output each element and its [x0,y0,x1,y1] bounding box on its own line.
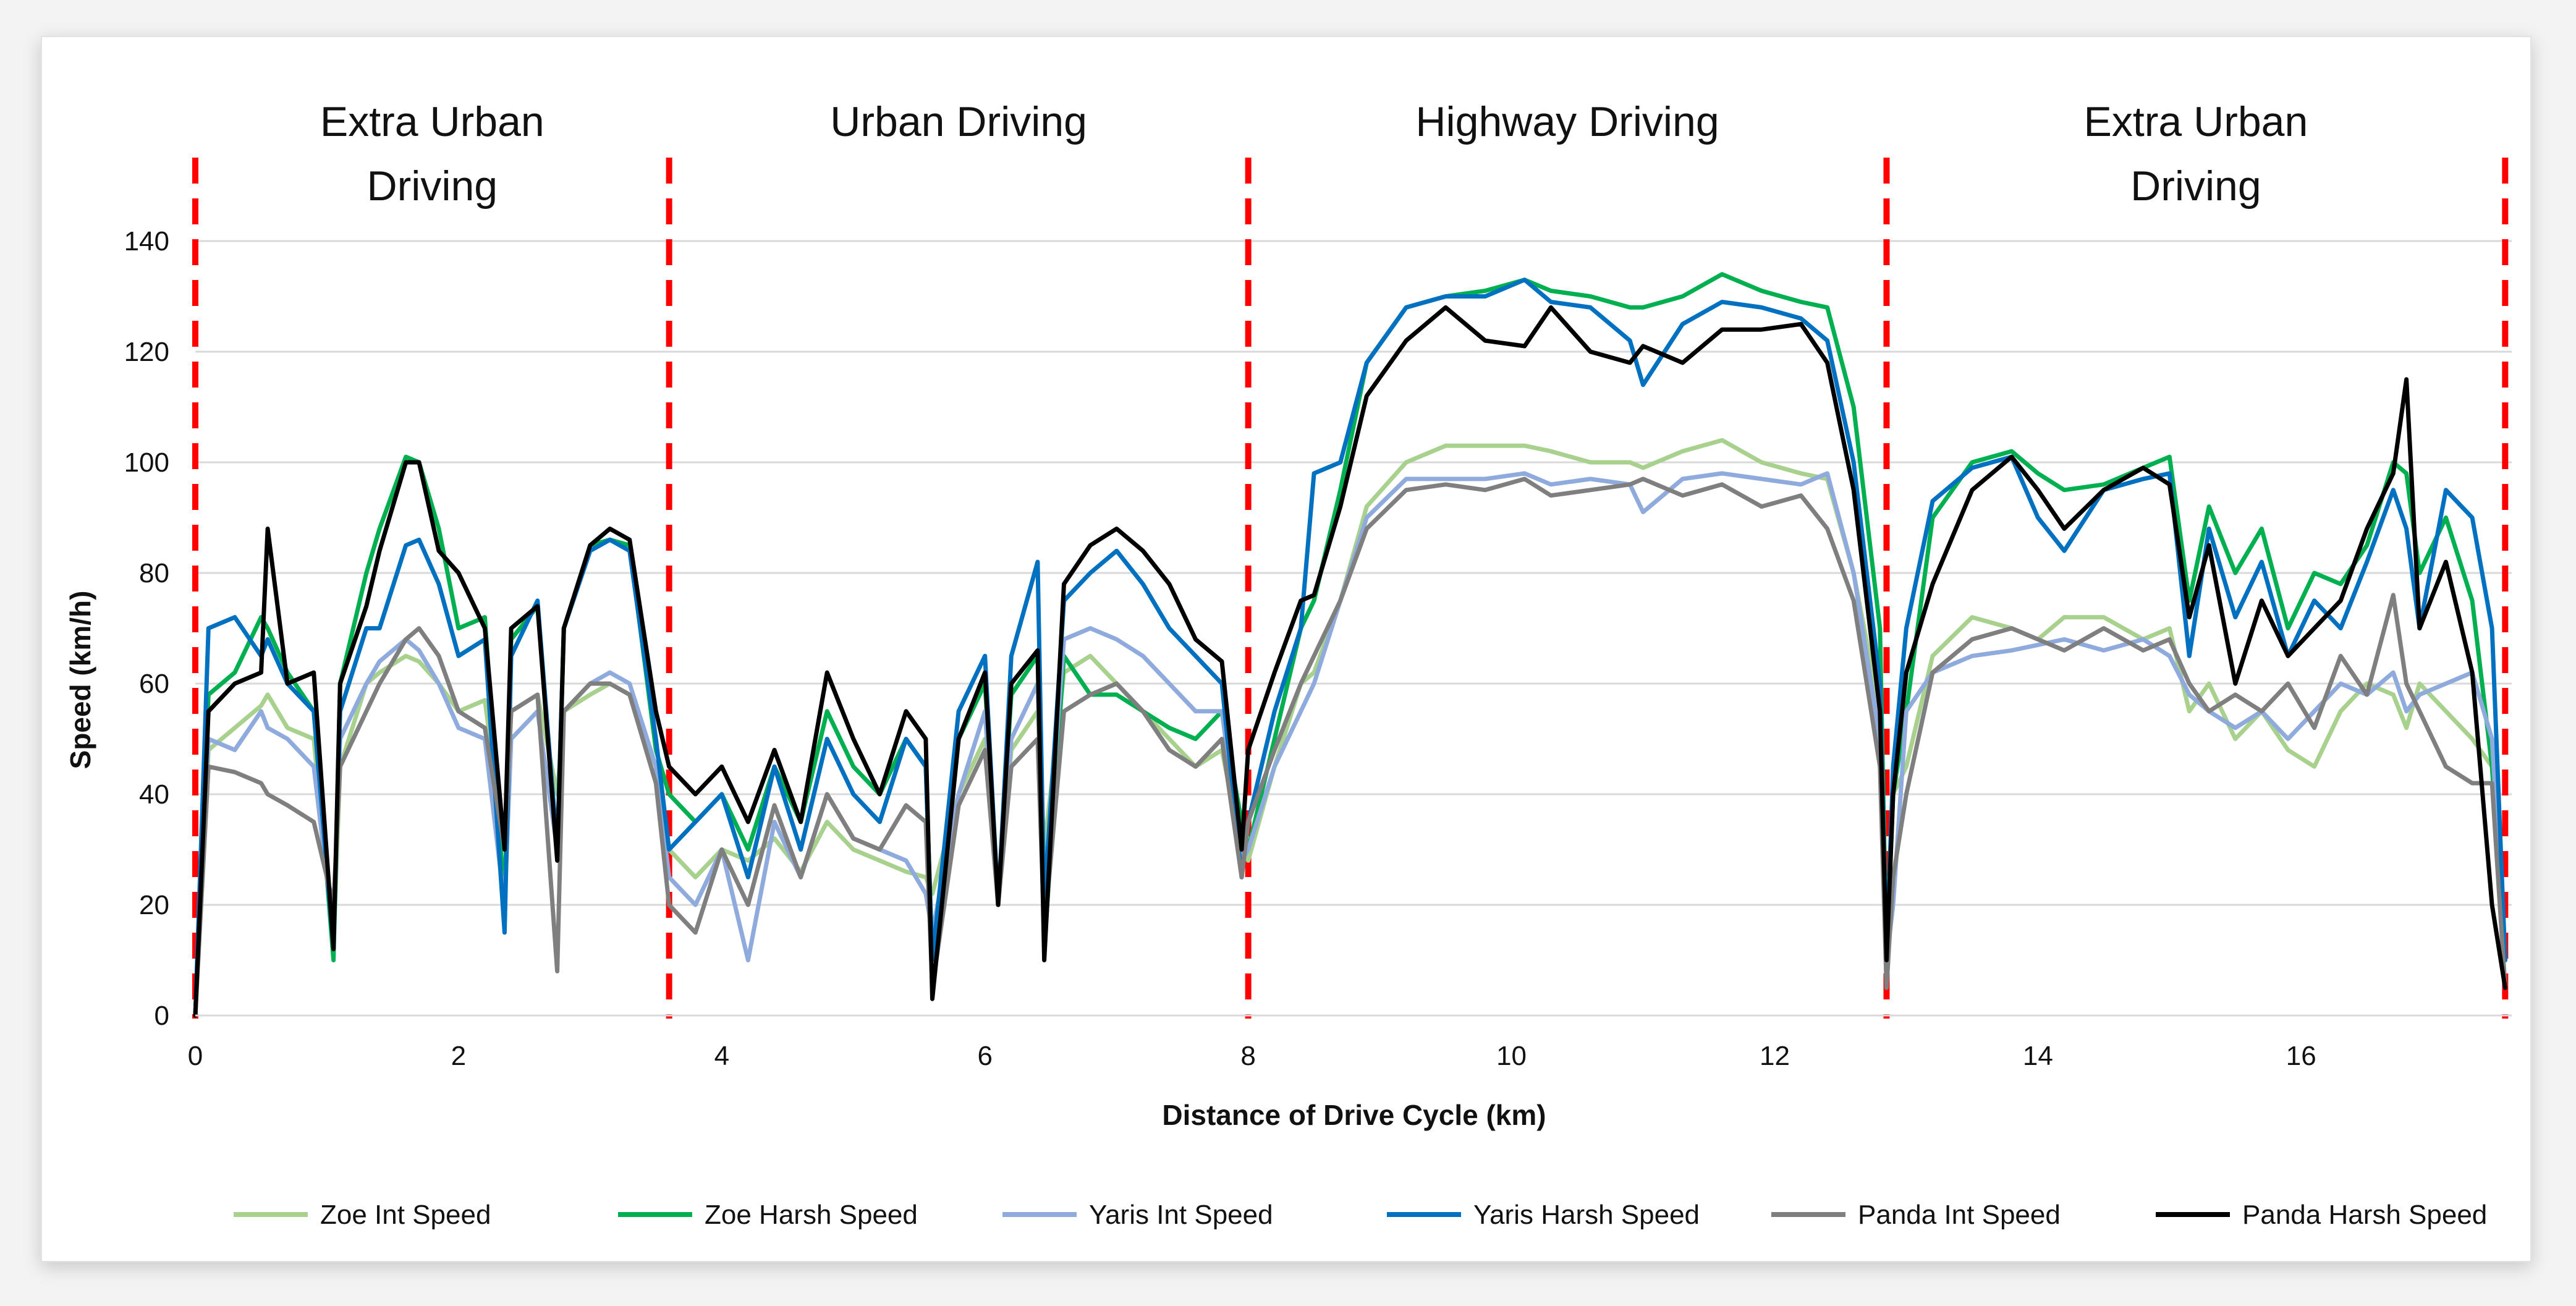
chart-card: Extra Urban Driving Urban Driving Highway D… [41,36,2532,1262]
segment-title: Extra Urban [2084,98,2308,145]
x-tick-label: 10 [1496,1041,1527,1071]
y-tick-label: 40 [139,779,169,810]
legend: Zoe Int Speed Zoe Harsh Speed Yaris Int Sp… [234,1200,2487,1230]
gridlines [195,240,2512,906]
x-axis-title: Distance of Drive Cycle (km) [1162,1099,1546,1131]
legend-label: Yaris Int Speed [1089,1200,1273,1230]
segment-title: Driving [367,163,498,210]
y-tick-label: 0 [155,1001,169,1031]
x-axis-ticks: 0 2 4 6 8 10 12 14 16 [188,1041,2316,1071]
x-tick-label: 12 [1760,1041,1790,1071]
segment-title: Extra Urban [320,98,544,145]
legend-label: Panda Harsh Speed [2242,1200,2487,1230]
legend-label: Panda Int Speed [1858,1200,2061,1230]
legend-label: Zoe Int Speed [320,1200,491,1230]
segment-title: Urban Driving [830,98,1087,145]
series-line-yaris-harsh-speed [193,278,2507,1018]
y-tick-label: 80 [139,558,169,588]
x-tick-label: 14 [2023,1041,2053,1071]
x-tick-label: 2 [451,1041,466,1071]
y-axis-title: Speed (km/h) [64,591,96,770]
segment-titles: Extra Urban Driving Urban Driving Highway D… [320,98,2308,210]
line-chart: Extra Urban Driving Urban Driving Highway D… [64,98,2512,1230]
segment-boundaries [192,158,2509,1019]
x-tick-label: 0 [188,1041,203,1071]
y-tick-label: 120 [124,337,169,367]
segment-title: Driving [2130,163,2261,210]
legend-label: Zoe Harsh Speed [705,1200,918,1230]
x-tick-label: 8 [1240,1041,1255,1071]
y-tick-label: 100 [124,447,169,478]
segment-title: Highway Driving [1415,98,1719,145]
x-tick-label: 4 [714,1041,729,1071]
series-lines [193,272,2507,1018]
y-axis-ticks: 0 20 40 60 80 100 120 140 [124,226,169,1031]
x-tick-label: 6 [977,1041,992,1071]
y-tick-label: 140 [124,226,169,257]
y-tick-label: 60 [139,669,169,699]
legend-label: Yaris Harsh Speed [1473,1200,1700,1230]
x-tick-label: 16 [2286,1041,2316,1071]
y-tick-label: 20 [139,890,169,920]
series-line-panda-harsh-speed [193,305,2507,1018]
